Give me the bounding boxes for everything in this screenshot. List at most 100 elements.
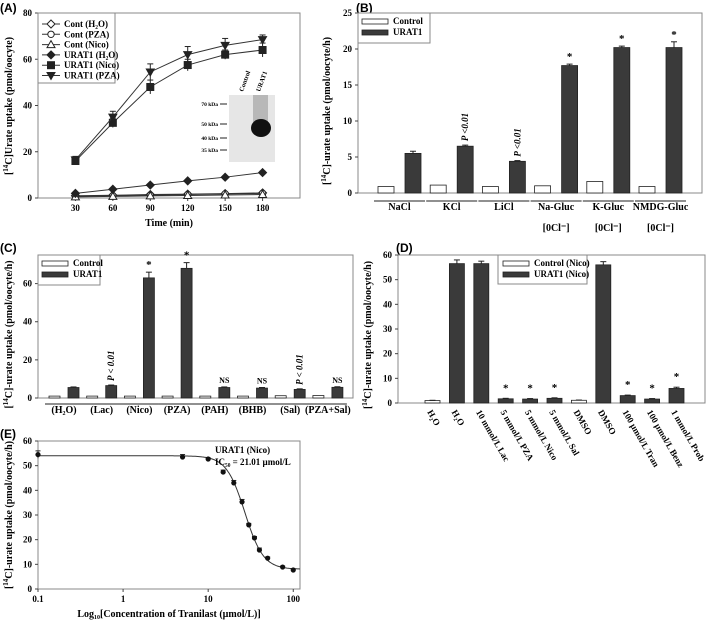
series-line — [75, 49, 263, 162]
curve-annotation: URAT1 (Nico) — [215, 445, 270, 455]
bar — [293, 389, 306, 399]
panel-label: (D) — [396, 241, 413, 255]
panel-b: (B) 0 5 10 15 20 25 [14C]-urate uptake (pmol/oo… — [320, 1, 703, 234]
data-point — [145, 190, 156, 200]
data-point — [239, 499, 245, 505]
y-label-sup: 14 — [320, 174, 328, 182]
blot-band — [251, 119, 271, 137]
bar — [546, 397, 563, 404]
y-tick-label: 0 — [348, 188, 353, 198]
bar — [522, 398, 538, 404]
data-point — [179, 454, 186, 460]
bar — [481, 186, 499, 194]
legend-marker — [46, 19, 56, 29]
western-blot-inset: Control URAT1 70 kDa 50 kDa 40 kDa 35 kDa — [201, 70, 275, 162]
y-label-sup: 14 — [2, 164, 10, 172]
category-label: (PZA+Sal) — [305, 405, 351, 416]
bar — [586, 181, 604, 194]
category-sublabel: [0Cl⁻] — [595, 223, 622, 234]
data-point — [182, 51, 193, 60]
bar — [668, 388, 685, 404]
significance-label: * — [619, 33, 625, 45]
y-tick-label: 80 — [23, 8, 33, 18]
bar — [508, 160, 526, 194]
y-label-post: C]-urate uptake (pmol/oocyte/h) — [322, 37, 333, 175]
significance-label: * — [146, 259, 152, 271]
plot-frame — [37, 254, 354, 399]
panel-label: (E) — [0, 427, 16, 441]
bar — [312, 395, 325, 399]
y-tick-label: 20 — [23, 147, 33, 157]
significance-label: * — [674, 371, 680, 383]
bar — [534, 185, 551, 194]
panel-label: (C) — [0, 241, 17, 255]
significance-label: P < 0.01 — [295, 354, 305, 385]
y-label-post: C]-urate uptake (pmol/oocyte/h) — [4, 441, 15, 579]
y-tick-label: 0 — [28, 393, 33, 403]
category-sublabel: [0Cl⁻] — [647, 223, 674, 234]
y-label-pre: [ — [4, 586, 15, 589]
data-point — [220, 41, 231, 51]
significance-label: * — [671, 29, 677, 41]
bar — [237, 395, 249, 399]
significance-label: NS — [257, 377, 268, 386]
y-tick-label: 10 — [383, 373, 393, 383]
category-label: (BHB) — [239, 405, 267, 416]
y-label-sup: 14 — [2, 398, 10, 406]
x-tick-label: 30 — [71, 203, 81, 213]
y-tick-label: 25 — [343, 8, 353, 18]
y-tick-label: 30 — [383, 324, 393, 334]
data-point — [290, 567, 296, 573]
legend-label: URAT1 (H₂O) — [64, 50, 118, 60]
y-label-pre: [ — [363, 406, 374, 409]
y-tick-label: 20 — [383, 349, 393, 359]
category-label: NMDG-Gluc — [633, 202, 689, 213]
legend-swatch — [41, 271, 69, 278]
significance-label: NS — [219, 376, 230, 385]
x-axis-label: Time (min) — [145, 218, 193, 229]
data-point — [107, 191, 118, 200]
data-point — [183, 176, 193, 186]
category-label: (H₂O) — [51, 405, 76, 416]
data-point — [145, 68, 156, 77]
y-tick-label: 20 — [23, 535, 33, 545]
legend-label: URAT1 (Nico) — [64, 60, 119, 70]
data-point — [146, 83, 155, 91]
kda-label: 40 kDa — [201, 136, 218, 142]
panel-c: (C) 0 20 40 60 [14C]-urate uptake (pmol/oocyt… — [0, 241, 354, 416]
data-point — [220, 172, 230, 182]
y-axis-label: [14C]-urate uptake (pmol/oocyte/h) — [320, 37, 333, 185]
data-point — [205, 456, 211, 462]
kda-label: 35 kDa — [201, 148, 218, 154]
legend-label: Control — [393, 16, 423, 26]
significance-label: * — [527, 383, 533, 395]
legend-swatch — [502, 271, 530, 278]
significance-label: NS — [332, 376, 343, 385]
category-label: H₂O — [450, 408, 467, 427]
series-line — [75, 194, 263, 198]
legend-label: URAT1 — [73, 269, 103, 279]
panel-d: (D) 0 10 20 30 40 50 60 [14C]-urate uptake (pmol… — [361, 241, 707, 469]
data-point — [220, 469, 226, 475]
significance-label: * — [184, 250, 190, 262]
legend-box — [497, 254, 588, 285]
series-line — [75, 39, 263, 161]
bar — [595, 264, 612, 404]
y-label-post: C]-urate uptake (pmol/oocyte/h) — [4, 260, 15, 398]
curve-annotation: IC₅₀ = 21.01 µmol/L — [215, 457, 291, 467]
bar — [429, 184, 447, 194]
bar — [473, 263, 490, 404]
y-tick-label: 60 — [23, 436, 33, 446]
y-tick-label: 40 — [23, 101, 33, 111]
category-label: H₂O — [425, 408, 442, 427]
bar — [377, 186, 395, 194]
legend-marker — [47, 30, 55, 38]
data-point — [257, 36, 268, 45]
data-point — [145, 180, 155, 190]
category-label: (PZA) — [164, 405, 191, 416]
category-label: DMSO — [596, 408, 618, 436]
legend-swatch — [361, 18, 389, 25]
legend-swatch — [502, 260, 530, 267]
x-tick-label: 10 — [204, 594, 214, 604]
legend-marker — [47, 61, 55, 70]
